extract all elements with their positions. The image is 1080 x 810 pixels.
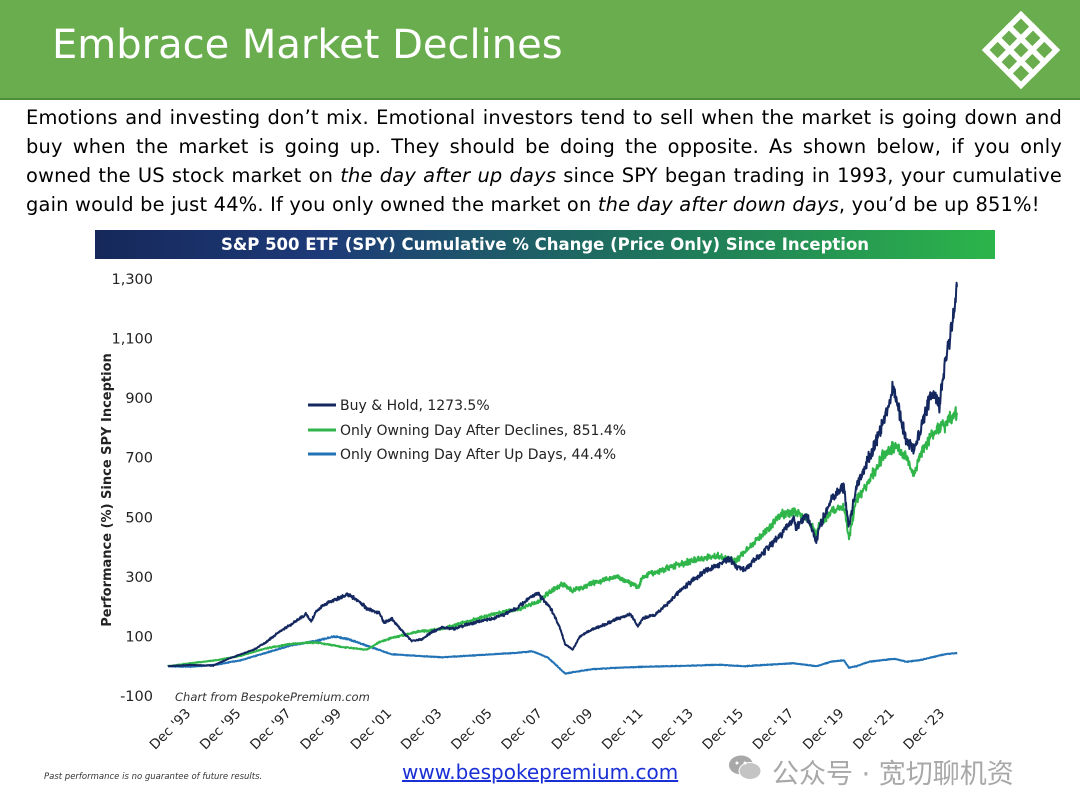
chart-title: S&P 500 ETF (SPY) Cumulative % Change (P… [220, 235, 870, 254]
series-line-day-after-declines [167, 406, 958, 668]
y-tick-label: 1,100 [111, 332, 153, 348]
x-tick-label: Dec '05 [448, 706, 496, 754]
x-tick-label: Dec '19 [800, 706, 848, 754]
y-tick-label: 300 [125, 570, 153, 586]
series-line-buy-hold [167, 281, 958, 668]
intro-emphasis-up-days: the day after up days [340, 164, 557, 187]
x-tick-label: Dec '17 [750, 706, 798, 754]
bespoke-lattice-logo-icon [981, 10, 1061, 90]
legend: Buy & Hold, 1273.5% Only Owning Day Afte… [308, 398, 626, 463]
x-tick-label: Dec '15 [699, 706, 747, 754]
intro-text-3: , you’d be up 851%! [838, 193, 1040, 216]
website-link[interactable]: www.bespokepremium.com [402, 760, 679, 784]
x-tick-label: Dec '93 [147, 706, 195, 754]
page-title: Embrace Market Declines [52, 22, 563, 68]
x-tick-label: Dec '01 [348, 706, 396, 754]
y-tick-label: -100 [120, 689, 153, 705]
x-axis-ticks: Dec '93 Dec '95 Dec '97 Dec '99 Dec '01 Dec '… [147, 706, 948, 754]
x-tick-label: Dec '95 [197, 706, 245, 754]
intro-text-2: since SPY began trading in 1993, your cu… [26, 164, 1062, 216]
watermark: 公众号 · 宽切聊机资 [720, 748, 1075, 790]
x-tick-label: Dec '13 [649, 706, 697, 754]
legend-label-day-after-up-days: Only Owning Day After Up Days, 44.4% [340, 447, 616, 463]
x-tick-label: Dec '03 [398, 706, 446, 754]
legend-label-day-after-declines: Only Owning Day After Declines, 851.4% [340, 423, 626, 439]
x-tick-label: Dec '11 [599, 706, 647, 754]
y-tick-label: 500 [125, 510, 153, 526]
y-tick-label: 900 [125, 391, 153, 407]
y-tick-label: 100 [125, 629, 153, 645]
header-bar: Embrace Market Declines [0, 0, 1080, 100]
x-tick-label: Dec '97 [247, 706, 295, 754]
intro-text-1: Emotions and investing don’t mix. Emotio… [26, 106, 1062, 187]
wechat-icon [729, 755, 762, 780]
x-tick-label: Dec '07 [498, 706, 546, 754]
x-tick-label: Dec '23 [900, 706, 948, 754]
y-axis-label: Performance (%) Since SPY Inception [100, 353, 115, 627]
x-tick-label: Dec '21 [850, 706, 898, 754]
intro-paragraph: Emotions and investing don’t mix. Emotio… [26, 103, 1062, 219]
y-tick-label: 700 [125, 451, 153, 467]
chart-title-bar: S&P 500 ETF (SPY) Cumulative % Change (P… [95, 230, 995, 259]
watermark-text: 公众号 · 宽切聊机资 [772, 759, 1014, 790]
x-tick-label: Dec '09 [549, 706, 597, 754]
legend-label-buy-hold: Buy & Hold, 1273.5% [340, 398, 490, 414]
chart-credit: Chart from BespokePremium.com [175, 690, 370, 704]
y-axis-ticks: -100 100 300 500 700 900 1,100 1,300 [111, 272, 153, 705]
intro-emphasis-down-days: the day after down days [597, 193, 839, 216]
series-line-day-after-up-days [167, 635, 958, 675]
x-tick-label: Dec '99 [297, 706, 345, 754]
y-tick-label: 1,300 [111, 272, 153, 288]
disclaimer: Past performance is no guarantee of futu… [44, 772, 263, 782]
series-lines [167, 281, 958, 675]
